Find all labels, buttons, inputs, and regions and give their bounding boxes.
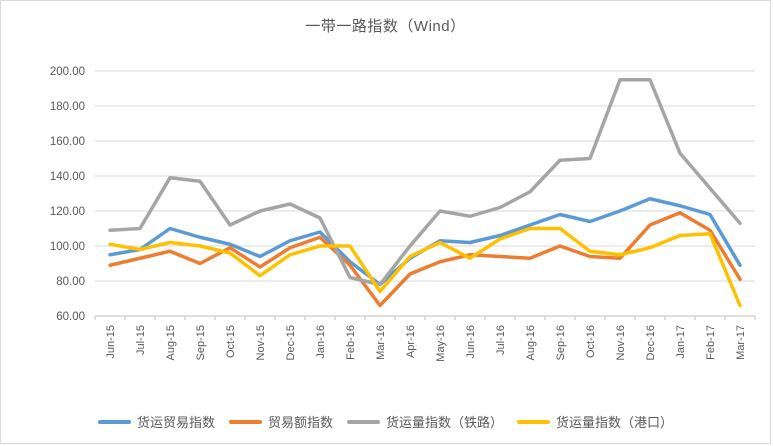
legend-item-0[interactable]: 货运贸易指数 xyxy=(97,412,215,431)
x-axis-label: Mar-16 xyxy=(375,325,387,360)
legend-swatch-icon xyxy=(228,419,262,424)
legend-label: 货运量指数（铁路） xyxy=(386,415,504,430)
x-axis-label: Jan-17 xyxy=(675,325,687,359)
x-axis-label: Aug-16 xyxy=(525,325,537,360)
y-axis-label: 180.00 xyxy=(50,101,85,113)
x-axis-label: Feb-16 xyxy=(345,325,357,360)
x-axis-label: Sep-15 xyxy=(195,325,207,360)
legend-swatch-icon xyxy=(347,419,380,424)
x-axis-label: Oct-15 xyxy=(225,325,237,358)
x-axis-label: Feb-17 xyxy=(705,325,717,360)
y-axis-label: 120.00 xyxy=(50,206,85,218)
series-line-3 xyxy=(108,226,742,308)
y-axis-label: 80.00 xyxy=(56,276,85,288)
legend-label: 货运量指数（港口） xyxy=(556,415,674,430)
series-line-0 xyxy=(108,197,742,287)
x-axis-label: Aug-15 xyxy=(165,325,177,360)
series-line-1 xyxy=(108,211,742,308)
y-axis-label: 60.00 xyxy=(56,311,85,323)
y-axis-label: 200.00 xyxy=(50,66,85,78)
x-axis-label: Nov-16 xyxy=(615,325,627,360)
x-axis-label: Oct-16 xyxy=(585,325,597,358)
x-axis-label: Dec-15 xyxy=(285,325,297,360)
x-axis-label: Nov-15 xyxy=(255,325,267,360)
legend-label: 货运贸易指数 xyxy=(136,415,215,430)
x-axis-label: Jun-16 xyxy=(465,325,477,359)
x-axis-label: Apr-16 xyxy=(405,325,417,358)
y-axis-label: 100.00 xyxy=(50,241,85,253)
legend-swatch-icon xyxy=(517,419,551,424)
legend-item-1[interactable]: 贸易额指数 xyxy=(228,412,333,431)
x-axis-label: Sep-16 xyxy=(555,325,567,360)
x-axis-label: Jul-16 xyxy=(495,325,507,355)
legend-item-2[interactable]: 货运量指数（铁路） xyxy=(347,412,503,431)
x-axis-label: Jun-15 xyxy=(105,325,117,359)
x-axis-label: May-16 xyxy=(435,325,447,362)
legend-label: 贸易额指数 xyxy=(267,415,333,430)
chart-legend: 货运贸易指数 贸易额指数 货运量指数（铁路） 货运量指数（港口） xyxy=(1,412,770,431)
y-axis-label: 140.00 xyxy=(50,171,85,183)
line-chart-plot: 200.00 180.00 160.00 140.00 120.00 100.00 80.0… xyxy=(50,66,756,362)
legend-item-3[interactable]: 货运量指数（港口） xyxy=(517,412,673,431)
series-line-2 xyxy=(108,78,742,287)
chart-title: 一带一路指数（Wind） xyxy=(305,18,466,35)
x-axis-label: Mar-17 xyxy=(735,325,747,360)
x-axis-label: Jul-15 xyxy=(135,325,147,355)
x-axis-label: Dec-16 xyxy=(645,325,657,360)
x-axis-label: Jan-16 xyxy=(315,325,327,359)
y-axis-label: 160.00 xyxy=(50,136,85,148)
legend-swatch-icon xyxy=(97,419,131,424)
